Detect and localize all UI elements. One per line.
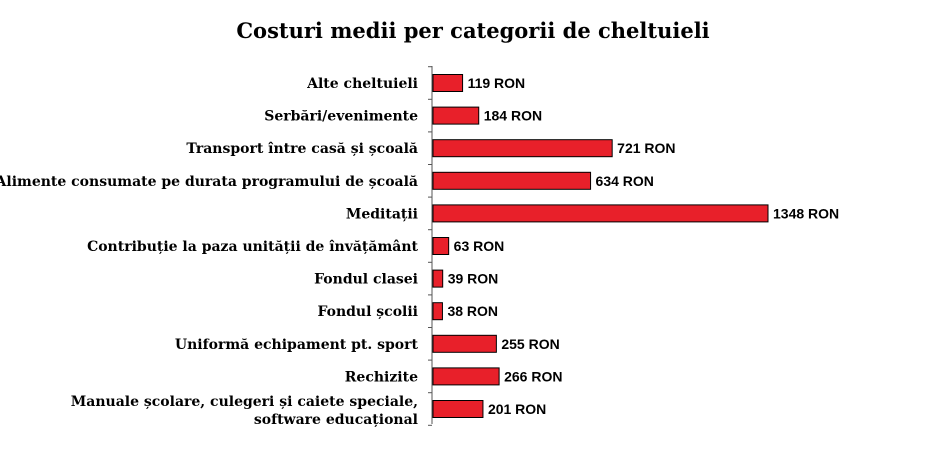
bar [432, 269, 444, 288]
category-label: Fondul școlii [317, 304, 418, 320]
category-label: Uniformă echipament pt. sport [175, 337, 419, 353]
category-label: Fondul clasei [314, 272, 418, 288]
category-label: Transport între casă și școală [186, 141, 418, 157]
category-label: Alte cheltuieli [306, 76, 418, 92]
bar [432, 302, 443, 321]
bar [432, 334, 497, 353]
bar [432, 237, 450, 255]
bar [432, 139, 613, 158]
value-label: 38 RON [447, 303, 498, 319]
value-label: 201 RON [488, 401, 546, 417]
value-label: 721 RON [617, 140, 675, 156]
bar [432, 171, 592, 190]
chart-title: Costuri medii per categorii de cheltuiel… [236, 18, 710, 43]
category-label: Contribuție la paza unității de învățămâ… [87, 239, 418, 255]
bar [432, 106, 480, 125]
bar [432, 400, 484, 418]
bar [432, 204, 769, 223]
value-label: 255 RON [501, 336, 559, 352]
value-label: 266 RON [504, 368, 562, 384]
value-label: 184 RON [484, 108, 542, 124]
value-label: 63 RON [454, 238, 505, 254]
category-label: Meditații [346, 206, 418, 222]
category-label: Rechizite [345, 369, 418, 385]
bar [432, 367, 500, 386]
category-label: Serbări/evenimente [264, 109, 418, 125]
category-label: Alimente consumate pe durata programului… [0, 174, 418, 190]
category-label: Manuale școlare, culegeri și caiete spec… [71, 394, 418, 428]
value-label: 634 RON [596, 173, 654, 189]
value-label: 1348 RON [773, 205, 839, 221]
bar [432, 74, 464, 92]
value-label: 119 RON [468, 75, 526, 91]
value-label: 39 RON [448, 271, 499, 287]
